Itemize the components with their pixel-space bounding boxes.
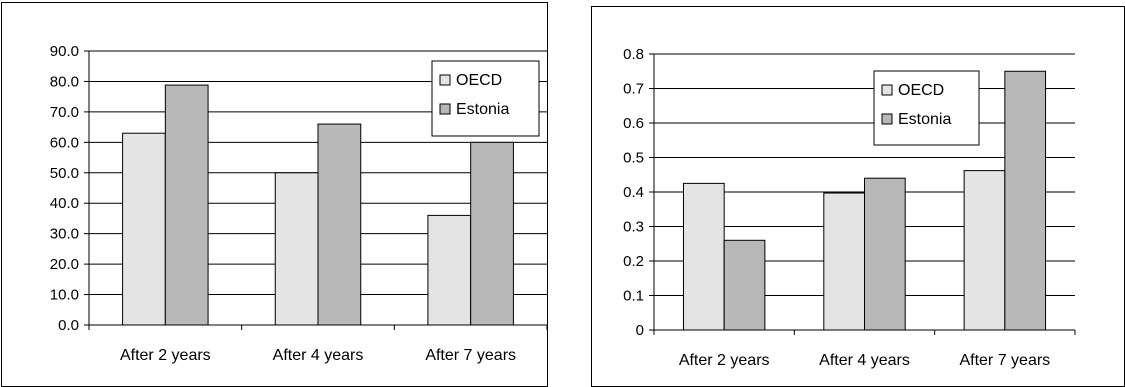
bar-estonia-2 xyxy=(317,123,362,326)
legend-swatch-estonia xyxy=(881,113,893,125)
y-tick-label: 0.1 xyxy=(623,288,644,305)
y-tick-label: 0.0 xyxy=(58,317,79,334)
bar-oecd-1 xyxy=(682,182,725,331)
legend-label-estonia: Estonia xyxy=(898,111,951,128)
chart-left-panel: 0.0 10.0 20.0 30.0 40.0 50.0 60.0 70.0 80.0 90.0 A… xyxy=(1,2,548,387)
y-tick-label: 0 xyxy=(636,322,644,339)
y-tick-label: 0.3 xyxy=(623,219,644,236)
y-tick-label: 30.0 xyxy=(50,226,79,243)
y-tick-label: 0.4 xyxy=(623,184,644,201)
legend-label-oecd: OECD xyxy=(456,72,502,89)
bar-oecd-1 xyxy=(122,132,166,326)
y-tick-label: 0.8 xyxy=(623,46,644,63)
y-tick-label: 10.0 xyxy=(50,287,79,304)
chart-right: 0 0.1 0.2 0.3 0.4 0.5 0.6 0.7 0.8 After 2 years Af… xyxy=(623,46,1076,369)
y-tick-label: 50.0 xyxy=(50,165,79,182)
legend-label-estonia: Estonia xyxy=(456,101,509,118)
x-tick-label: After 2 years xyxy=(120,347,211,364)
y-tick-label: 0.6 xyxy=(623,115,644,132)
bar-estonia-3 xyxy=(1004,70,1047,331)
bar-oecd-3 xyxy=(963,170,1006,331)
chart-right-panel: 0 0.1 0.2 0.3 0.4 0.5 0.6 0.7 0.8 After 2 years Af… xyxy=(591,6,1125,387)
y-tick-label: 0.2 xyxy=(623,253,644,270)
x-tick-label: After 2 years xyxy=(679,352,770,369)
bar-estonia-1 xyxy=(164,84,209,326)
y-tick-label: 0.7 xyxy=(623,81,644,98)
bar-oecd-2 xyxy=(274,172,319,326)
x-tick-label: After 7 years xyxy=(425,347,516,364)
x-tick-label: After 4 years xyxy=(819,352,910,369)
y-tick-label: 80.0 xyxy=(50,73,79,90)
bar-estonia-1 xyxy=(723,239,766,331)
legend-swatch-estonia xyxy=(439,103,451,115)
y-tick-label: 60.0 xyxy=(50,134,79,151)
y-tick-label: 70.0 xyxy=(50,104,79,121)
bar-estonia-3 xyxy=(470,141,514,326)
x-tick-label: After 7 years xyxy=(959,352,1050,369)
y-tick-label: 40.0 xyxy=(50,195,79,212)
legend-label-oecd: OECD xyxy=(898,82,944,99)
legend-swatch-oecd xyxy=(439,74,451,86)
y-tick-label: 0.5 xyxy=(623,150,644,167)
y-tick-label: 20.0 xyxy=(50,256,79,273)
legend-box xyxy=(431,60,540,137)
legend-swatch-oecd xyxy=(881,84,893,96)
bar-oecd-3 xyxy=(427,214,472,326)
x-tick-label: After 4 years xyxy=(273,347,364,364)
bar-oecd-2 xyxy=(823,192,865,331)
legend-box xyxy=(873,70,980,146)
chart-left: 0.0 10.0 20.0 30.0 40.0 50.0 60.0 70.0 80.0 90.0 A… xyxy=(50,43,548,364)
bar-estonia-2 xyxy=(864,177,906,331)
y-tick-label: 90.0 xyxy=(50,43,79,60)
